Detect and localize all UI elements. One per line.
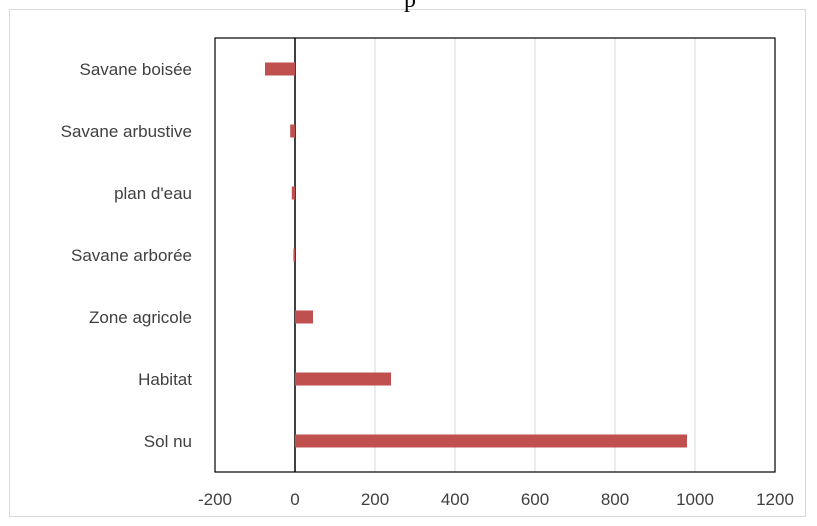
- category-label: Savane arborée: [71, 246, 192, 265]
- x-tick-label: -200: [198, 490, 232, 509]
- x-tick-label: 800: [601, 490, 629, 509]
- bars: [265, 62, 687, 448]
- bar: [295, 372, 391, 386]
- category-label: Sol nu: [144, 432, 192, 451]
- bar: [290, 124, 295, 138]
- plot-area-border: [214, 37, 776, 473]
- chart-title-fragment: p: [404, 0, 416, 13]
- gridlines: [374, 38, 696, 472]
- x-tick-label: 400: [441, 490, 469, 509]
- category-label: Zone agricole: [89, 308, 192, 327]
- bar: [295, 434, 687, 448]
- x-tick-label: 1000: [676, 490, 714, 509]
- category-label: Habitat: [138, 370, 192, 389]
- x-tick-label: 600: [521, 490, 549, 509]
- bar: [291, 186, 295, 200]
- category-label: Savane arbustive: [61, 122, 192, 141]
- x-tick-label: 200: [361, 490, 389, 509]
- chart-frame: [9, 9, 806, 517]
- x-tick-labels: -200 0 200 400 600 800 1000 1200: [198, 490, 794, 509]
- bar: [293, 248, 295, 262]
- category-label: plan d'eau: [114, 184, 192, 203]
- bar: [295, 310, 313, 324]
- bar: [265, 62, 295, 76]
- category-labels: Sol nu Habitat Zone agricole Savane arborée…: [61, 60, 193, 451]
- x-tick-label: 0: [290, 490, 299, 509]
- category-label: Savane boisée: [80, 60, 192, 79]
- x-tick-label: 1200: [756, 490, 794, 509]
